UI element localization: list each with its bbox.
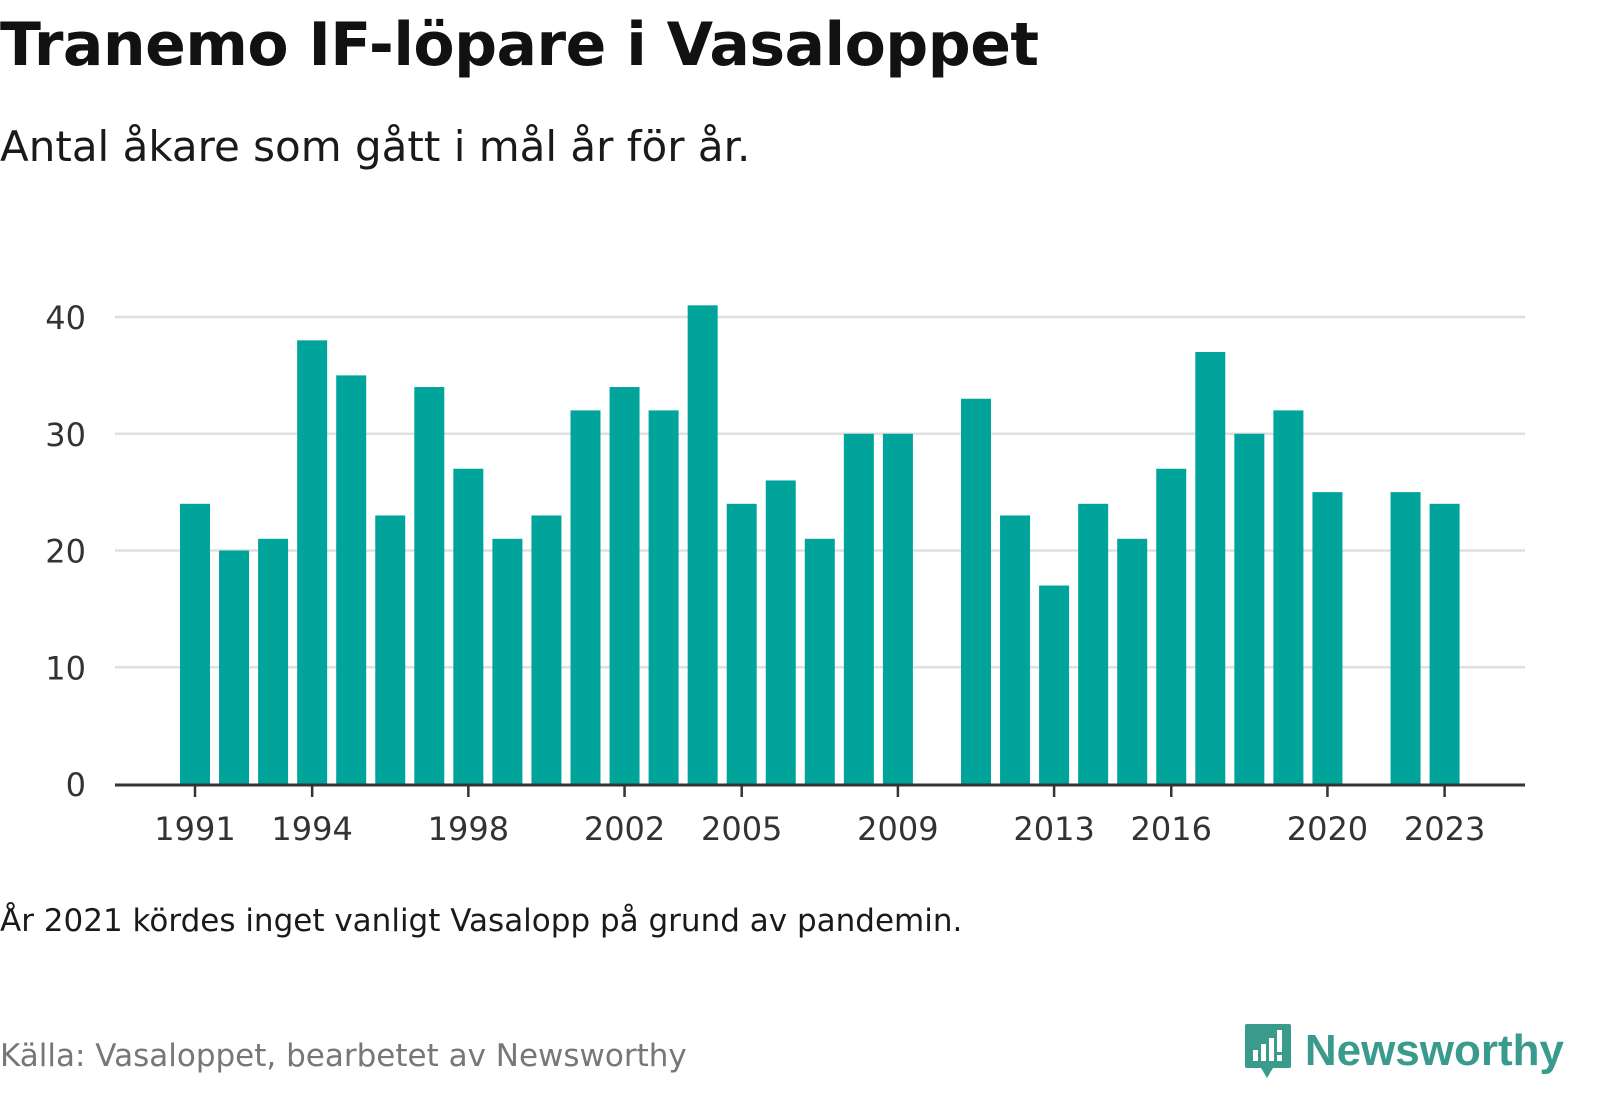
x-tick-label: 2002 xyxy=(584,810,665,848)
bar xyxy=(961,398,991,784)
x-tick-label: 2013 xyxy=(1013,810,1094,848)
bar xyxy=(1039,585,1070,784)
bar xyxy=(1195,352,1226,784)
bar xyxy=(1000,515,1031,784)
bar xyxy=(1078,503,1109,784)
x-tick-label: 1998 xyxy=(428,810,509,848)
bar xyxy=(570,410,601,784)
bar xyxy=(219,550,250,784)
bar xyxy=(492,538,523,784)
bar xyxy=(375,515,406,784)
bar xyxy=(258,538,289,784)
chart-title: Tranemo IF-löpare i Vasaloppet xyxy=(0,10,1039,80)
chart-subtitle: Antal åkare som gått i mål år för år. xyxy=(0,122,751,171)
bar xyxy=(687,305,718,784)
x-tick-label: 2009 xyxy=(857,810,938,848)
y-tick-label: 0 xyxy=(66,766,86,804)
bar xyxy=(1390,492,1421,784)
bar xyxy=(882,433,913,784)
bar xyxy=(453,468,484,784)
y-tick-label: 10 xyxy=(45,649,86,687)
newsworthy-logo-icon xyxy=(1244,1024,1291,1078)
bar xyxy=(1117,538,1148,784)
y-tick-label: 20 xyxy=(45,533,86,571)
x-tick-label: 1991 xyxy=(154,810,235,848)
x-tick-label: 2016 xyxy=(1131,810,1212,848)
bar xyxy=(1234,433,1265,784)
bar xyxy=(804,538,835,784)
bar xyxy=(726,503,757,784)
footnote: År 2021 kördes inget vanligt Vasalopp på… xyxy=(0,903,963,939)
bar xyxy=(180,503,210,784)
x-tick-label: 2023 xyxy=(1404,810,1485,848)
bar xyxy=(765,480,796,784)
x-tick-label: 2005 xyxy=(701,810,782,848)
bar xyxy=(531,515,562,784)
brand-name: Newsworthy xyxy=(1304,1026,1564,1075)
bar xyxy=(1312,492,1343,784)
bar xyxy=(1156,468,1187,784)
bar-chart: 0 10 20 30 40 1991 1994 1998 2002 2005 2009 2013 201… xyxy=(45,299,1525,848)
newsworthy-logo: Newsworthy xyxy=(1243,1022,1564,1080)
bar xyxy=(1273,410,1304,784)
source-credit: Källa: Vasaloppet, bearbetet av Newswort… xyxy=(0,1038,687,1074)
bar xyxy=(414,387,445,784)
y-tick-label: 40 xyxy=(45,299,86,337)
bar xyxy=(609,387,640,784)
bar xyxy=(297,340,328,784)
bar xyxy=(1429,503,1460,784)
y-tick-label: 30 xyxy=(45,416,86,454)
bar xyxy=(336,375,367,784)
x-tick-label: 1994 xyxy=(271,810,352,848)
x-tick-label: 2020 xyxy=(1287,810,1368,848)
bar xyxy=(648,410,679,784)
bar xyxy=(843,433,874,784)
